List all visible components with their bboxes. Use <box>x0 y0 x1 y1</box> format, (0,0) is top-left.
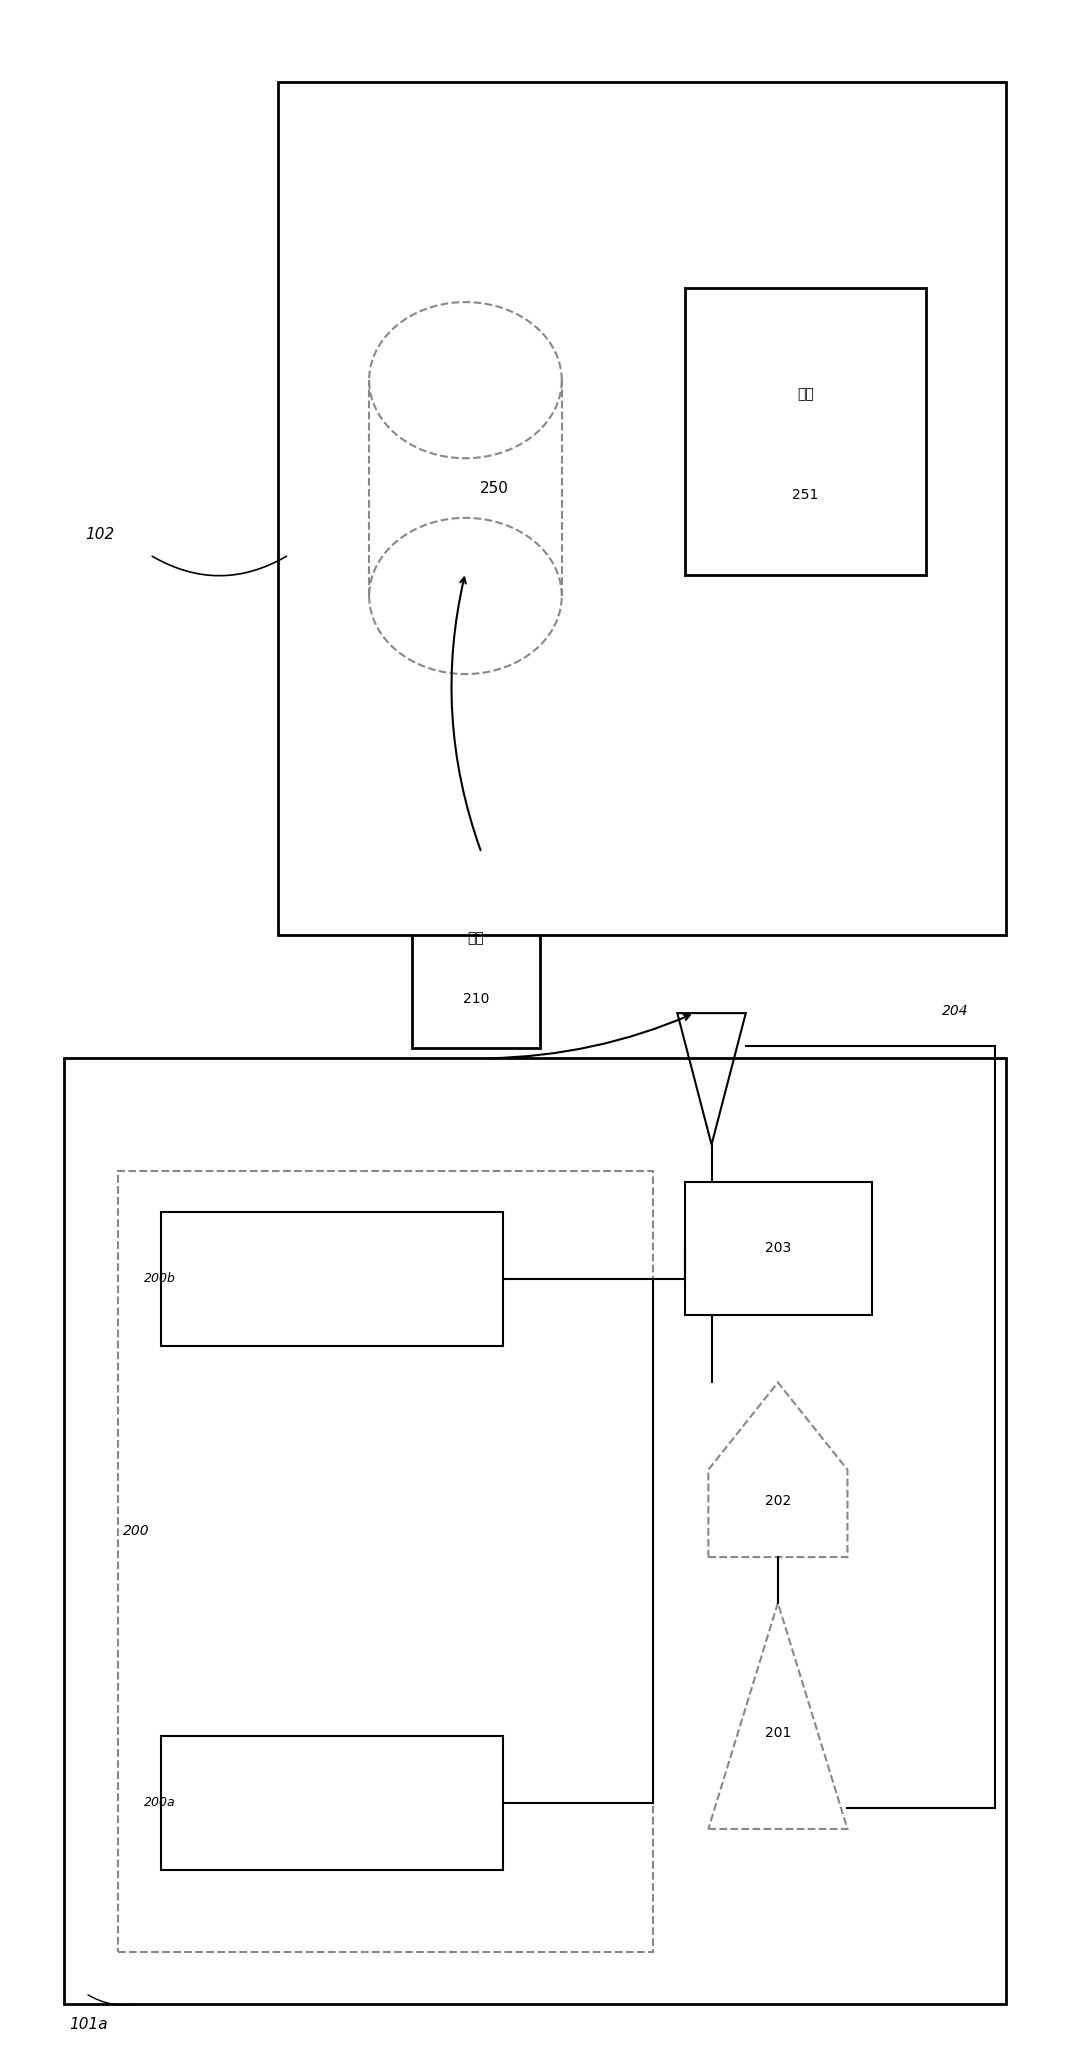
Text: 样本: 样本 <box>468 931 485 945</box>
Bar <box>278 82 1006 935</box>
Text: 202: 202 <box>765 1494 791 1508</box>
Text: 101a: 101a <box>70 2016 108 2032</box>
Text: 200a: 200a <box>144 1796 177 1808</box>
Text: 204: 204 <box>942 1005 968 1017</box>
Bar <box>412 873 540 1048</box>
Text: 250: 250 <box>480 481 508 495</box>
Bar <box>160 1212 503 1346</box>
Text: 200b: 200b <box>144 1272 177 1284</box>
Text: 203: 203 <box>765 1241 792 1256</box>
Bar <box>685 288 926 575</box>
Bar <box>160 1736 503 1870</box>
Text: 102: 102 <box>86 526 114 543</box>
Text: 251: 251 <box>792 487 819 501</box>
Bar <box>118 1171 653 1952</box>
Text: 200: 200 <box>123 1525 150 1537</box>
Text: 201: 201 <box>765 1726 791 1741</box>
Text: 210: 210 <box>463 993 489 1007</box>
Bar <box>64 1058 1006 2004</box>
Bar <box>685 1182 872 1315</box>
Text: 过程: 过程 <box>797 386 813 401</box>
